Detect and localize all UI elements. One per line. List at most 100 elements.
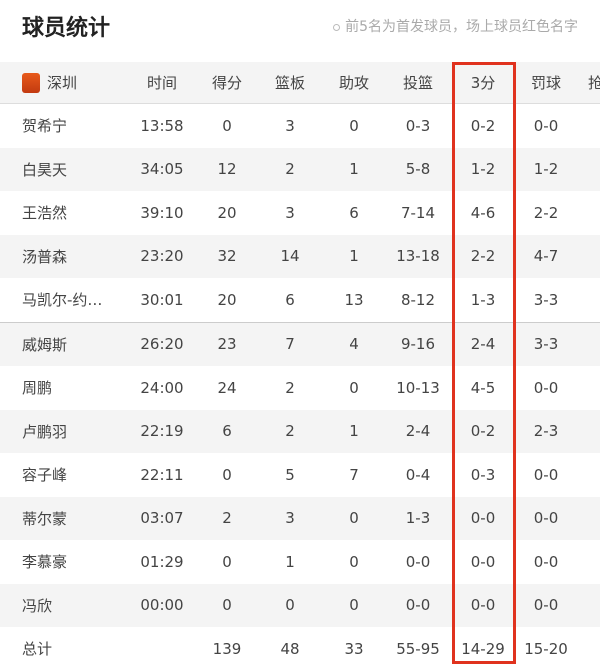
stat-cell: 0-0: [533, 552, 559, 571]
stat-cell: 30:01: [140, 290, 184, 309]
stat-cell: 1-3: [405, 509, 431, 528]
stat-cell: 3: [285, 116, 295, 135]
stat-cell: 32: [217, 247, 237, 266]
stat-cell: 23: [217, 335, 237, 354]
stat-cell: 0: [349, 596, 359, 615]
col-header[interactable]: 抢: [588, 74, 600, 92]
stat-cell: 0-0: [533, 465, 559, 484]
stat-cell: 0-0: [405, 596, 431, 615]
table-row[interactable]: 卢鹏羽 22:19 6 2 1 2-4 0-2 2-3: [0, 409, 600, 453]
col-header[interactable]: 罚球: [530, 74, 561, 92]
stat-cell: 0-0: [405, 552, 431, 571]
stat-cell: 3: [285, 509, 295, 528]
stat-cell: 2-2: [533, 203, 559, 222]
stat-cell: 7-14: [400, 203, 436, 222]
stat-cell: 1: [285, 552, 295, 571]
stat-cell: 26:20: [140, 335, 184, 354]
stat-cell: 0-0: [533, 378, 559, 397]
totals-label: 总计: [22, 640, 53, 659]
table-row[interactable]: 马凯尔-约… 30:01 20 6 13 8-12 1-3 3-3: [0, 278, 600, 322]
stat-cell: 23:20: [140, 247, 184, 266]
total-cell: [132, 627, 192, 671]
stat-cell: 13: [344, 290, 364, 309]
stat-cell: 0-2: [470, 422, 496, 441]
team-name: 深圳: [47, 74, 78, 92]
table-row[interactable]: 白昊天 34:05 12 2 1 5-8 1-2 1-2: [0, 147, 600, 191]
stat-cell: 4-5: [470, 378, 496, 397]
stat-cell: 7: [349, 465, 359, 484]
stat-cell: 0-0: [533, 596, 559, 615]
table-row[interactable]: 周鹏 24:00 24 2 0 10-13 4-5 0-0: [0, 366, 600, 410]
stat-cell: 0-4: [405, 465, 431, 484]
stat-cell: 0: [222, 116, 232, 135]
page-title: 球员统计: [22, 16, 111, 41]
player-stats-table: 深圳 时间 得分 篮板 助攻 投篮 3分 罚球 抢 贺希宁 13:58 0 3 0 0-3…: [0, 62, 600, 671]
player-name: 王浩然: [22, 204, 68, 223]
table-row[interactable]: 容子峰 22:11 0 5 7 0-4 0-3 0-0: [0, 453, 600, 497]
player-name: 李慕豪: [22, 553, 68, 572]
team-header[interactable]: 深圳: [22, 62, 142, 103]
stat-cell: 12: [217, 160, 237, 179]
player-name: 汤普森: [22, 247, 68, 266]
stat-cell: 0: [349, 116, 359, 135]
stat-cell: 0: [222, 465, 232, 484]
table-row[interactable]: 冯欣 00:00 0 0 0 0-0 0-0 0-0: [0, 583, 600, 627]
stat-cell: 0: [349, 552, 359, 571]
stat-cell: 0-2: [470, 116, 496, 135]
note-text: 前5名为首发球员，场上球员红色名字: [345, 19, 578, 35]
player-name: 周鹏: [22, 379, 53, 398]
stat-cell: 2: [222, 509, 232, 528]
stat-cell: 8-12: [400, 290, 436, 309]
stat-cell: 22:19: [140, 422, 184, 441]
stat-cell: 20: [217, 203, 237, 222]
stat-cell: 0-0: [533, 116, 559, 135]
player-name: 贺希宁: [22, 117, 68, 136]
stat-cell: 5-8: [405, 160, 431, 179]
totals-row: 总计 139 48 33 55-95 14-29 15-20: [0, 627, 600, 671]
col-header[interactable]: 投篮: [402, 74, 433, 92]
player-name: 冯欣: [22, 596, 53, 615]
stat-cell: 2: [285, 378, 295, 397]
stat-cell: 4-6: [470, 203, 496, 222]
stat-cell: 3: [285, 203, 295, 222]
stat-cell: 0-3: [405, 116, 431, 135]
table-row[interactable]: 威姆斯 26:20 23 7 4 9-16 2-4 3-3: [0, 321, 600, 366]
stat-cell: 6: [222, 422, 232, 441]
stat-cell: 34:05: [140, 160, 184, 179]
stat-cell: 0: [222, 552, 232, 571]
stat-cell: 1: [349, 422, 359, 441]
table-row[interactable]: 王浩然 39:10 20 3 6 7-14 4-6 2-2: [0, 191, 600, 235]
table-row[interactable]: 蒂尔蒙 03:07 2 3 0 1-3 0-0 0-0: [0, 496, 600, 540]
total-cell: 55-95: [396, 639, 440, 658]
player-name: 容子峰: [22, 466, 68, 485]
stat-cell: 39:10: [140, 203, 184, 222]
player-name: 蒂尔蒙: [22, 509, 68, 528]
col-header[interactable]: 时间: [146, 74, 177, 92]
stat-cell: 10-13: [396, 378, 440, 397]
stat-cell: 3-3: [533, 290, 559, 309]
stat-cell: 3-3: [533, 335, 559, 354]
col-header[interactable]: 得分: [211, 74, 242, 92]
table-row[interactable]: 贺希宁 13:58 0 3 0 0-3 0-2 0-0: [0, 104, 600, 148]
stat-cell: 1: [349, 247, 359, 266]
stat-cell: 2-3: [533, 422, 559, 441]
starter-note: 前5名为首发球员，场上球员红色名字: [333, 16, 578, 36]
stat-cell: 0: [349, 378, 359, 397]
player-name: 马凯尔-约…: [22, 291, 103, 310]
stat-cell: 5: [285, 465, 295, 484]
table-row[interactable]: 李慕豪 01:29 0 1 0 0-0 0-0 0-0: [0, 540, 600, 584]
stat-cell: 2: [285, 160, 295, 179]
stat-cell: 0-0: [470, 552, 496, 571]
stat-cell: 1-3: [470, 290, 496, 309]
col-header[interactable]: 助攻: [338, 74, 369, 92]
stat-cell: 20: [217, 290, 237, 309]
stat-cell: 03:07: [140, 509, 184, 528]
stat-cell: 4-7: [533, 247, 559, 266]
stat-cell: 7: [285, 335, 295, 354]
total-cell: 14-29: [461, 639, 505, 658]
table-row[interactable]: 汤普森 23:20 32 14 1 13-18 2-2 4-7: [0, 234, 600, 278]
stat-cell: 2-4: [470, 335, 496, 354]
stat-cell: 2-4: [405, 422, 431, 441]
col-header[interactable]: 3分: [470, 74, 496, 92]
col-header[interactable]: 篮板: [274, 74, 305, 92]
